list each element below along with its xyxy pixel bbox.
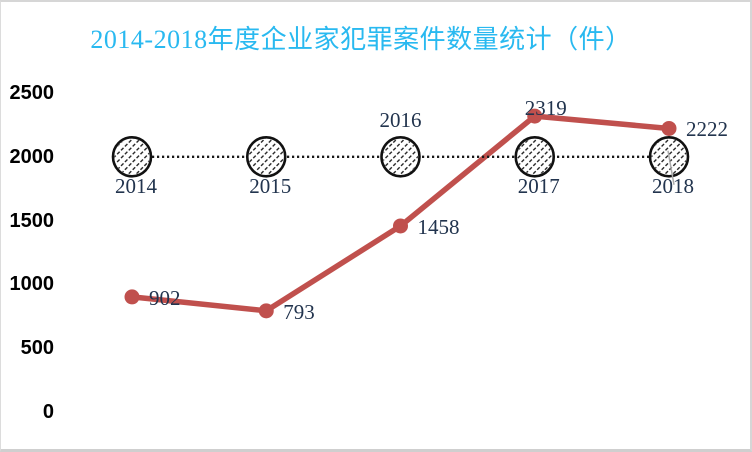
data-value-label: 793	[283, 299, 315, 324]
data-value-label: 902	[149, 285, 181, 310]
data-value-label: 2319	[524, 96, 567, 121]
y-axis-tick-label: 2500	[9, 82, 55, 104]
category-label: 2014	[115, 173, 157, 198]
hatched-circle-fill	[517, 138, 553, 175]
category-label: 2017	[517, 173, 560, 198]
category-label: 2016	[379, 107, 422, 132]
data-point-marker	[124, 289, 140, 305]
y-axis-tick-label: 500	[20, 337, 54, 360]
hatched-circle-fill	[248, 138, 284, 175]
y-axis-tick-label: 1000	[9, 273, 55, 296]
y-axis-tick-label: 1500	[9, 209, 55, 232]
data-value-label: 1458	[417, 214, 460, 239]
category-label: 2015	[249, 173, 292, 198]
data-point-marker	[661, 120, 677, 136]
label-leader-line	[667, 150, 675, 185]
data-value-label: 2222	[686, 117, 728, 142]
y-axis-tick-label: 2000	[9, 145, 55, 168]
data-point-marker	[258, 303, 274, 319]
hatched-circle-fill	[114, 138, 150, 175]
y-axis-tick-label: 0	[42, 401, 54, 423]
data-point-marker	[527, 108, 543, 124]
data-point-marker	[393, 218, 408, 234]
chart-title: 2014-2018年度企业家犯罪案件数量统计（件）	[90, 25, 632, 54]
hatched-circle-fill	[383, 138, 418, 175]
category-label: 2018	[652, 173, 694, 198]
